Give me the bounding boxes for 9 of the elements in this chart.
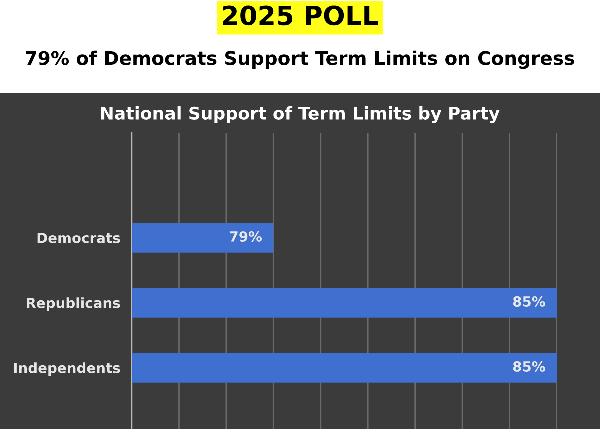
chart-title: 2025 POLL bbox=[223, 6, 378, 26]
text: National Support of Term Limits by Party bbox=[101, 106, 500, 124]
data-label: 79% bbox=[230, 231, 262, 242]
data-label: 85% bbox=[513, 296, 546, 307]
y-tick-label: Independents bbox=[14, 362, 120, 376]
data-label: 85% bbox=[513, 361, 546, 372]
y-tick-label: Democrats bbox=[38, 233, 120, 244]
chart-subtitle: 79% of Democrats Support Term Limits on Congress bbox=[26, 50, 574, 70]
y-tick-label: Republicans bbox=[27, 298, 120, 312]
